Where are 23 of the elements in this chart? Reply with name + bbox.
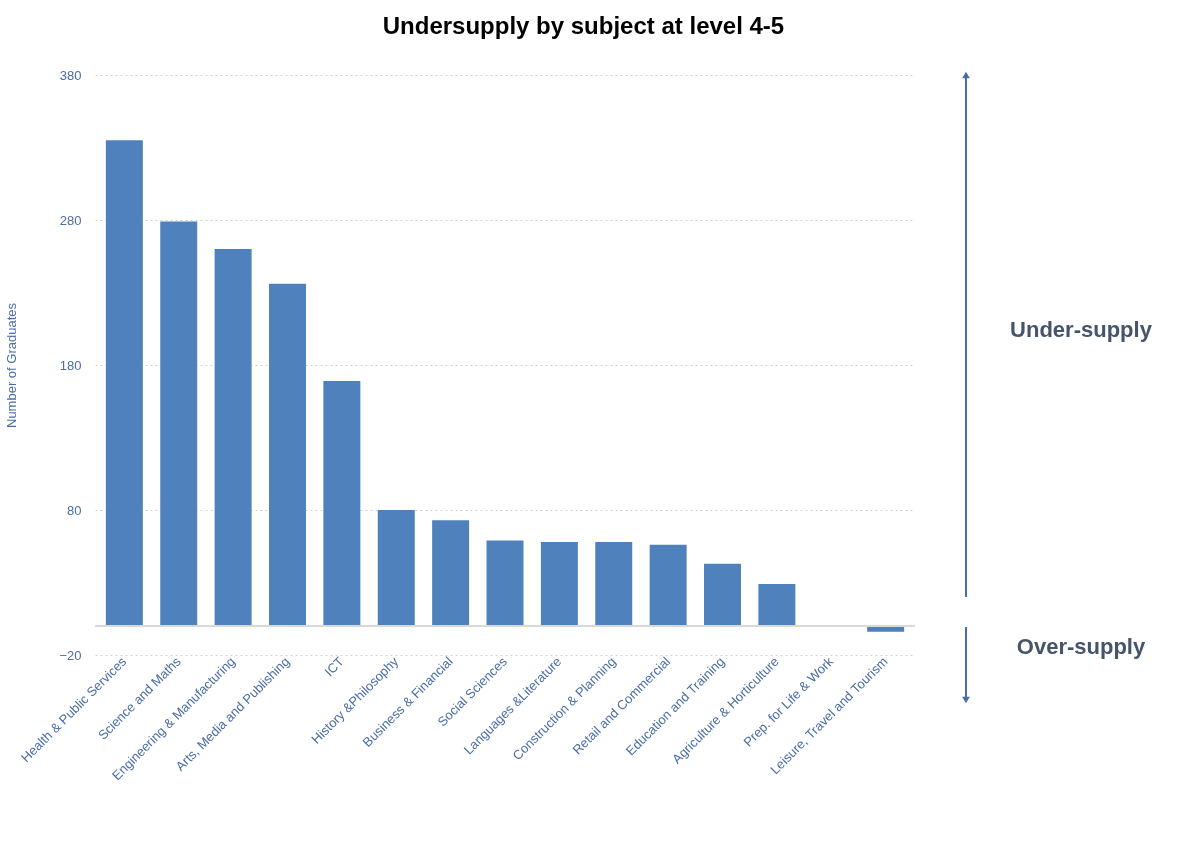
bar [486, 540, 524, 626]
bar [377, 510, 415, 626]
bar [595, 541, 633, 626]
y-axis-title: Number of Graduates [4, 302, 20, 429]
bar [323, 380, 361, 626]
bar [105, 140, 143, 626]
x-tick-label: ICT [321, 653, 347, 680]
bar [160, 221, 198, 626]
bar [269, 283, 306, 626]
y-tick-label: 80 [67, 502, 82, 518]
chart-title: Undersupply by subject at level 4-5 [382, 12, 785, 39]
bar [649, 544, 687, 626]
bar [704, 563, 741, 626]
bar [432, 520, 470, 626]
bar [540, 541, 578, 626]
bar [758, 583, 796, 626]
y-tick-label: 380 [59, 67, 82, 83]
bar [214, 249, 252, 626]
text: Over-supply [1016, 634, 1146, 659]
text: Under-supply [1010, 317, 1153, 342]
y-tick-label: 280 [59, 212, 82, 228]
y-tick-label: −20 [59, 647, 82, 663]
y-tick-label: 180 [59, 357, 82, 373]
